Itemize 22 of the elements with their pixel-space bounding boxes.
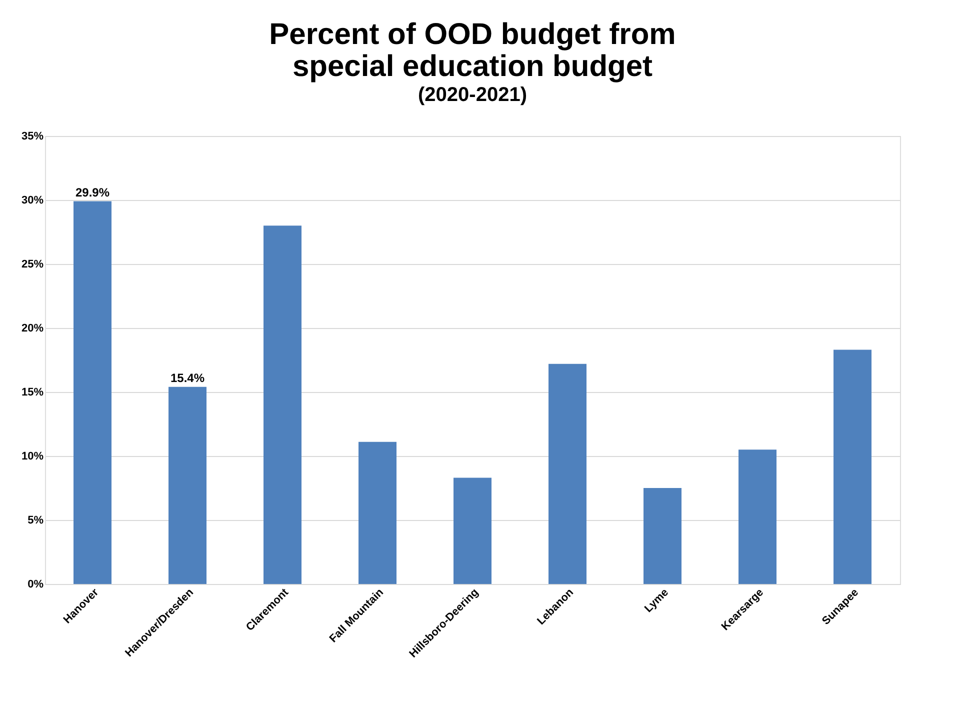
- chart-subtitle: (2020-2021): [418, 84, 527, 106]
- bar: [738, 450, 776, 584]
- y-tick-label: 20%: [21, 322, 44, 334]
- y-tick-label: 30%: [21, 194, 44, 206]
- bar: [264, 226, 302, 584]
- y-tick-label: 10%: [21, 450, 44, 462]
- bar: [644, 488, 682, 584]
- text: Percent of OOD budget from: [269, 18, 676, 51]
- bar: [834, 350, 872, 584]
- y-tick-label: 5%: [28, 514, 44, 526]
- y-tick-label: 25%: [21, 258, 44, 270]
- y-tick-label: 15%: [21, 386, 44, 398]
- y-tick-label: 35%: [21, 130, 44, 142]
- y-tick-label: 0%: [28, 578, 44, 590]
- bar: [74, 201, 112, 584]
- bar: [168, 386, 206, 584]
- text: special education budget: [292, 50, 653, 83]
- data-label: 15.4%: [170, 370, 205, 385]
- bar: [454, 478, 492, 584]
- bar: [358, 442, 396, 584]
- bar: [548, 364, 586, 584]
- data-label: 29.9%: [75, 185, 110, 200]
